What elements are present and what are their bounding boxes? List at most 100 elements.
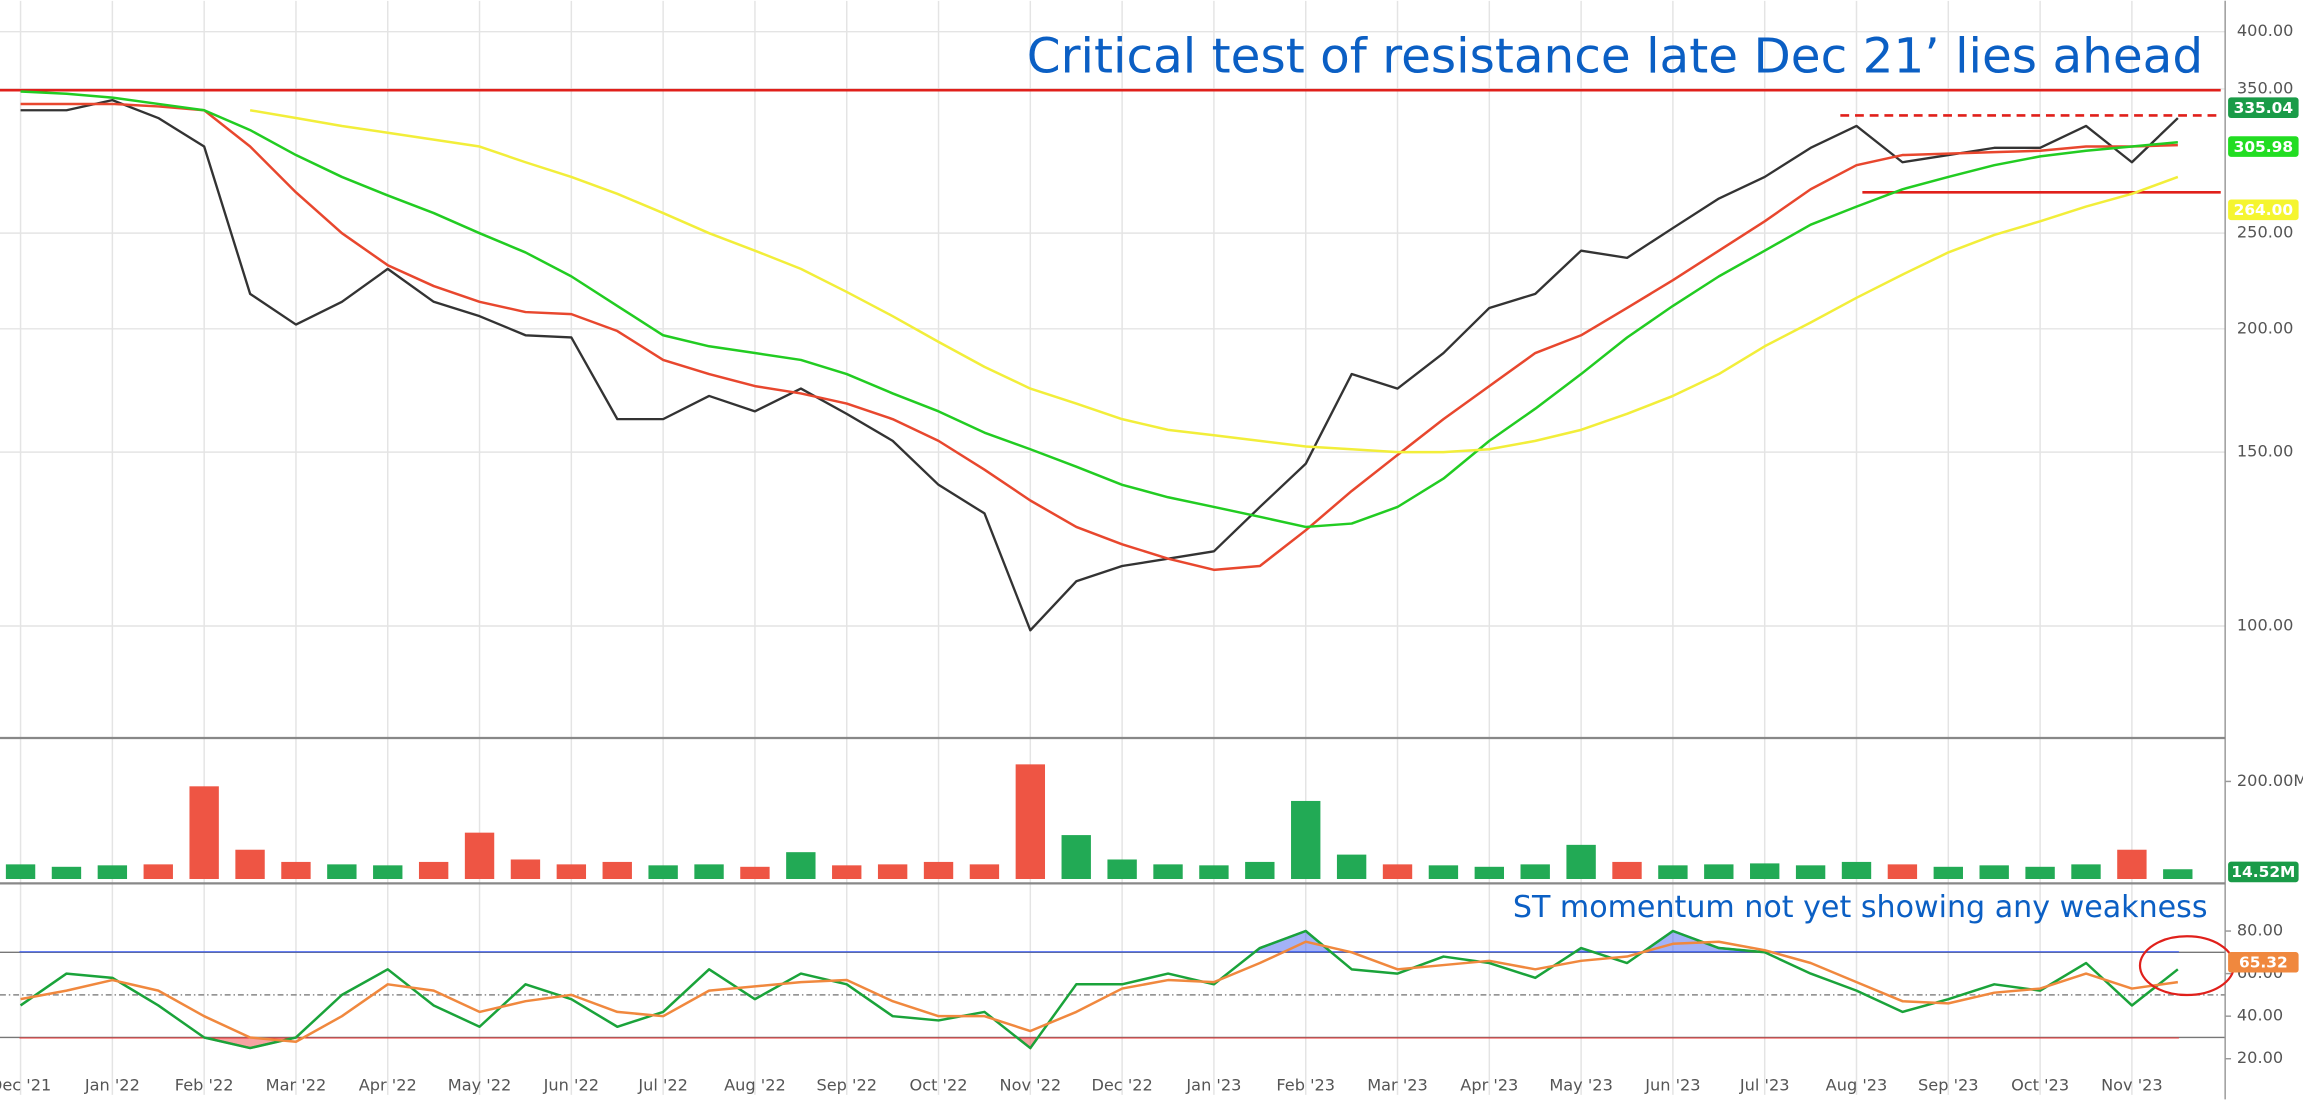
volume-bar — [1612, 861, 1642, 879]
volume-bar — [648, 865, 678, 879]
x-tick-label: Mar '23 — [1367, 1076, 1428, 1095]
x-tick-label: Aug '23 — [1826, 1076, 1888, 1095]
x-tick-label: Nov '22 — [1000, 1076, 1062, 1095]
volume-bar — [189, 786, 219, 879]
price-badge — [2228, 199, 2299, 221]
volume-bar — [556, 864, 587, 879]
chart-title: Critical test of resistance late Dec 21’… — [1027, 28, 2203, 84]
y-tick-label: 350.00 — [2237, 78, 2293, 97]
annotation: ST momentum not yet showing any weakness — [1513, 890, 2208, 925]
volume-bar — [1107, 859, 1137, 879]
series-line — [20, 90, 2178, 529]
volume-bar — [877, 864, 908, 879]
volume-bar — [2117, 849, 2147, 879]
volume-bar — [1979, 865, 2009, 879]
volume-bar — [2163, 869, 2193, 879]
y-tick-label: 200.00 — [2237, 318, 2293, 337]
x-tick-label: Aug '22 — [724, 1076, 786, 1095]
volume-bar — [969, 864, 1000, 879]
series-line — [20, 102, 2178, 572]
badge-label: 335.04 — [2234, 99, 2294, 117]
volume-bar — [373, 865, 403, 879]
volume-bar — [1520, 864, 1550, 879]
volume-bar — [5, 864, 36, 879]
x-tick-label: Jul '23 — [1739, 1076, 1790, 1095]
x-tick-label: Nov '23 — [2101, 1076, 2163, 1095]
price-badge — [2228, 951, 2299, 973]
y-tick-label: 150.00 — [2237, 442, 2293, 461]
volume-bar — [1795, 865, 1826, 879]
volume-bar — [235, 849, 265, 879]
x-tick-label: Jul '22 — [637, 1076, 688, 1095]
volume-bar — [1336, 854, 1367, 879]
volume-bar — [602, 861, 632, 879]
x-tick-label: Jun '22 — [543, 1076, 599, 1095]
y-tick-label: 250.00 — [2237, 223, 2293, 242]
volume-bar — [740, 866, 770, 879]
x-tick-label: Apr '22 — [359, 1076, 417, 1095]
y-tick-label: 200.00M — [2237, 771, 2303, 790]
volume-bar — [694, 864, 724, 879]
volume-bar — [1291, 800, 1321, 879]
price-badge — [2228, 97, 2299, 118]
volume-bar — [1199, 865, 1229, 879]
badge-label: 14.52M — [2231, 863, 2295, 881]
volume-bar — [1153, 864, 1183, 879]
x-tick-label: Oct '23 — [2011, 1076, 2069, 1095]
volume-bar — [923, 861, 954, 879]
x-tick-label: Dec '21 — [0, 1076, 51, 1095]
x-tick-label: May '22 — [448, 1076, 511, 1095]
badge-label: 65.32 — [2239, 954, 2288, 972]
volume-bar — [51, 866, 82, 879]
volume-bar — [1061, 835, 1091, 879]
volume-bar — [1704, 864, 1734, 879]
volume-bar — [327, 864, 357, 879]
badge-label: 305.98 — [2234, 138, 2293, 156]
series-line — [20, 98, 2179, 632]
volume-bar — [1658, 865, 1688, 879]
oversold-fill — [19, 1037, 2179, 1050]
volume-bar — [97, 865, 128, 879]
series-line — [19, 929, 2179, 1050]
badge-label: 264.00 — [2234, 201, 2293, 219]
volume-bar — [1933, 866, 1963, 879]
volume-bar — [1015, 764, 1046, 879]
x-tick-label: Sep '23 — [1918, 1076, 1979, 1095]
volume-bar — [1428, 865, 1459, 879]
x-tick-label: Jun '23 — [1644, 1076, 1700, 1095]
volume-bar — [1750, 863, 1780, 879]
price-badge — [2228, 861, 2299, 883]
volume-bar — [1566, 844, 1596, 879]
price-badge — [2228, 136, 2299, 157]
x-tick-label: Oct '22 — [910, 1076, 968, 1095]
volume-bar — [143, 864, 173, 879]
volume-bar — [786, 852, 816, 879]
volume-bar — [418, 861, 449, 879]
volume-bar — [1474, 866, 1504, 879]
volume-bar — [2071, 864, 2101, 879]
x-tick-label: Apr '23 — [1460, 1076, 1518, 1095]
volume-bar — [1841, 861, 1872, 879]
x-tick-label: Feb '22 — [175, 1076, 234, 1095]
volume-bar — [1245, 861, 1275, 879]
y-tick-label: 100.00 — [2237, 615, 2293, 634]
x-tick-label: Sep '22 — [816, 1076, 877, 1095]
volume-bar — [281, 861, 311, 879]
series-line — [20, 940, 2179, 1043]
volume-bar — [510, 859, 541, 879]
x-tick-label: Jan '22 — [84, 1076, 140, 1095]
y-tick-label: 40.00 — [2237, 1006, 2283, 1025]
volume-bar — [1887, 864, 1918, 879]
y-tick-label: 400.00 — [2237, 21, 2293, 40]
y-tick-label: 80.00 — [2237, 921, 2283, 940]
x-tick-label: Feb '23 — [1276, 1076, 1335, 1095]
series-line — [249, 109, 2179, 454]
x-tick-label: Jan '23 — [1185, 1076, 1241, 1095]
volume-bar — [1382, 864, 1413, 879]
plot-area — [0, 0, 2226, 1095]
x-tick-label: Dec '22 — [1091, 1076, 1152, 1095]
volume-bar — [832, 865, 862, 879]
x-tick-label: Mar '22 — [266, 1076, 327, 1095]
